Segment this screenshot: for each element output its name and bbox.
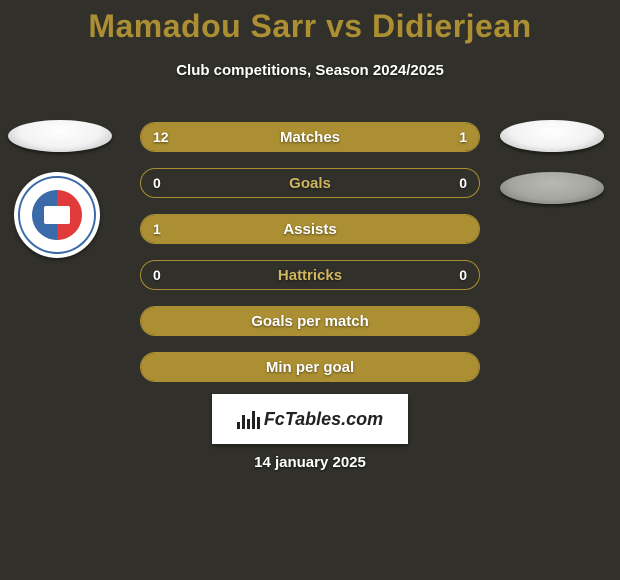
stat-row: 1Assists: [140, 214, 480, 244]
page-title: Mamadou Sarr vs Didierjean: [0, 8, 620, 45]
club-badge-icon: [14, 172, 100, 258]
attribution-badge: FcTables.com: [212, 394, 408, 444]
stat-row: 121Matches: [140, 122, 480, 152]
stat-label: Goals: [141, 175, 479, 192]
stat-label: Assists: [141, 221, 479, 238]
stat-label: Min per goal: [141, 359, 479, 376]
stat-label: Hattricks: [141, 267, 479, 284]
date-label: 14 january 2025: [0, 454, 620, 471]
stat-row: 00Goals: [140, 168, 480, 198]
attribution-text: FcTables.com: [264, 409, 383, 430]
player-puck-icon: [500, 172, 604, 204]
player-puck-icon: [8, 120, 112, 152]
stats-container: 121Matches 00Goals 1Assists 00Hattricks Goal…: [140, 122, 480, 398]
bars-icon: [237, 409, 260, 429]
right-player-column: [500, 120, 610, 224]
stat-row: 00Hattricks: [140, 260, 480, 290]
left-player-column: [8, 120, 118, 258]
stat-label: Goals per match: [141, 313, 479, 330]
player-puck-icon: [500, 120, 604, 152]
stat-label: Matches: [141, 129, 479, 146]
subtitle: Club competitions, Season 2024/2025: [0, 62, 620, 79]
stat-row: Min per goal: [140, 352, 480, 382]
stat-row: Goals per match: [140, 306, 480, 336]
